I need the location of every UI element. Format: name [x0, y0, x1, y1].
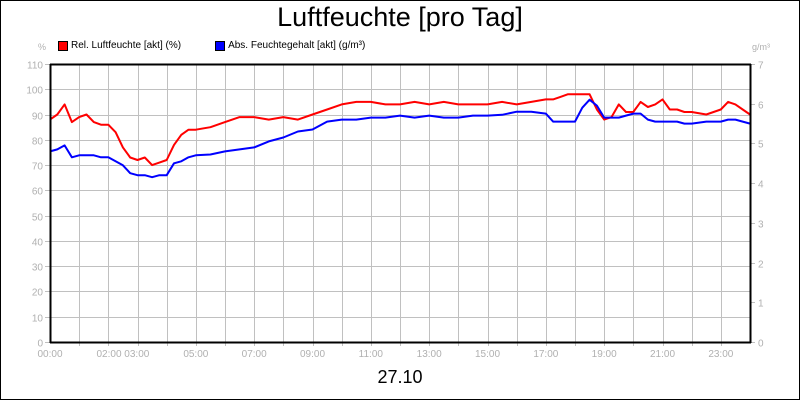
x-tick-label: 02:00 03:00 [97, 349, 150, 360]
x-tick-label: 21:00 [650, 349, 675, 360]
legend-item-rel-humidity: Rel. Luftfeuchte [akt] (%) [58, 40, 181, 51]
y-tick-label-left: 80 [32, 137, 44, 148]
y-axis-right-unit: g/m³ [752, 42, 770, 52]
legend-swatch-blue [215, 40, 226, 51]
y-tick-label-left: 90 [32, 112, 44, 123]
y-tick-label-left: 40 [32, 238, 44, 249]
y-tick-label-right: 0 [758, 339, 764, 350]
y-tick-label-left: 70 [32, 162, 44, 173]
y-tick-label-right: 3 [758, 220, 764, 231]
y-tick-label-left: 110 [27, 61, 43, 72]
y-tick-label-right: 6 [758, 101, 764, 112]
x-tick-label: 13:00 [417, 349, 442, 360]
y-tick-label-left: 20 [32, 288, 44, 299]
legend-swatch-red [58, 40, 68, 51]
series-rel-humidity-line [49, 93, 751, 167]
x-tick-label: 09:00 [300, 349, 325, 360]
y-tick-label-right: 5 [758, 140, 764, 151]
legend-item-abs-humidity: Abs. Feuchtegehalt [akt] (g/m³) [215, 40, 365, 51]
x-tick-label: 05:00 [183, 349, 208, 360]
y-tick-label-left: 100 [26, 86, 43, 97]
legend-label: Rel. Luftfeuchte [akt] (%) [71, 40, 182, 51]
chart-title: Luftfeuchte [pro Tag] [277, 2, 523, 32]
y-tick-label-right: 1 [758, 299, 764, 310]
x-tick-label: 11:00 [359, 349, 384, 360]
y-tick-label-left: 10 [32, 314, 44, 325]
x-tick-label: 19:00 [592, 349, 617, 360]
y-tick-label-left: 60 [32, 187, 44, 198]
legend-label: Abs. Feuchtegehalt [akt] (g/m³) [228, 40, 366, 51]
x-axis-date-label: 27.10 [377, 367, 423, 387]
y-tick-label-right: 7 [758, 61, 764, 72]
y-axis-left-unit: % [38, 42, 47, 52]
y-tick-label-right: 2 [758, 260, 764, 271]
series-abs-humidity-line [49, 98, 751, 179]
y-tick-label-right: 4 [758, 180, 764, 191]
x-tick-label: 15:00 [475, 349, 500, 360]
x-tick-label: 07:00 [242, 349, 267, 360]
y-tick-label-left: 50 [32, 213, 44, 224]
legend: Rel. Luftfeuchte [akt] (%) Abs. Feuchteg… [58, 40, 399, 51]
x-tick-label: 23:00 [708, 349, 733, 360]
x-tick-label: 17:00 [533, 349, 558, 360]
y-tick-label-left: 30 [32, 263, 44, 274]
y-tick-label-left: 0 [37, 339, 43, 350]
x-tick-label: 00:00 [37, 349, 62, 360]
